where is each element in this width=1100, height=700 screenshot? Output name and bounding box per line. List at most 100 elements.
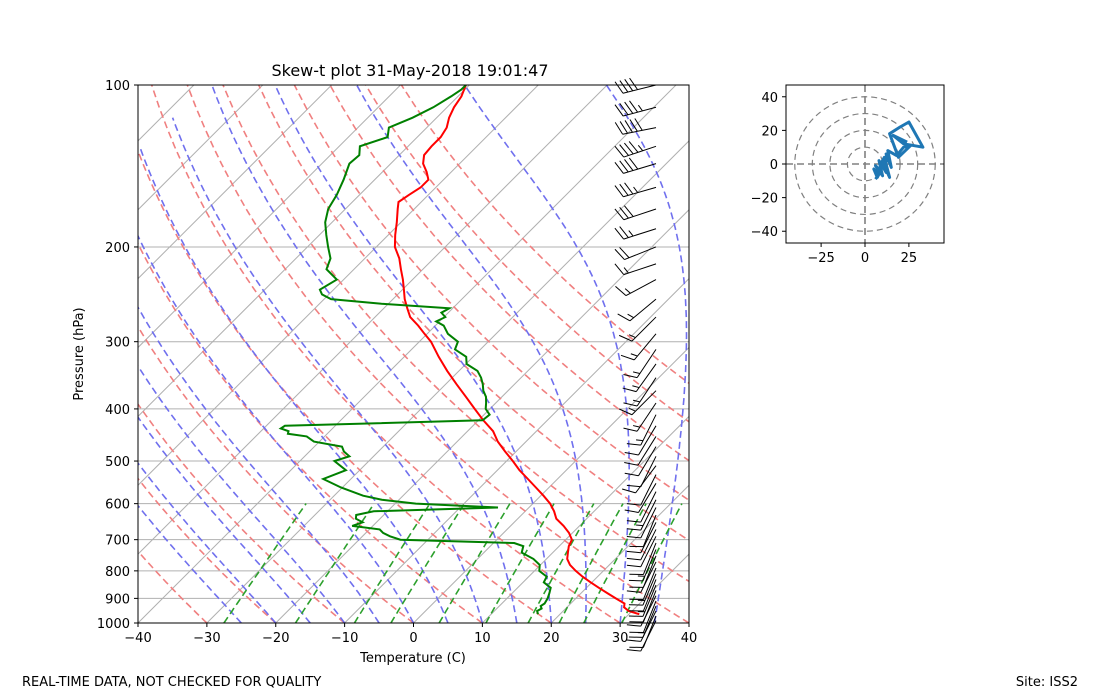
wind-barb bbox=[629, 579, 657, 612]
barb-shaft bbox=[638, 425, 657, 456]
barb-shaft bbox=[636, 402, 657, 432]
isotherm-line bbox=[550, 484, 689, 623]
barb-flag bbox=[614, 122, 624, 135]
barb-half-flag bbox=[632, 425, 641, 428]
background-lines bbox=[138, 85, 689, 623]
barb-shaft bbox=[642, 514, 657, 547]
mixing-ratio-line bbox=[558, 503, 624, 623]
barb-flag bbox=[624, 462, 639, 466]
barb-shaft bbox=[640, 595, 657, 627]
dry-adiabat bbox=[138, 402, 346, 623]
barb-shaft bbox=[635, 465, 657, 494]
x-axis-ticks: −40 −30 −20 −10 0 10 20 30 40 bbox=[124, 623, 697, 646]
wind-barb bbox=[626, 474, 657, 506]
wind-barb bbox=[626, 414, 657, 446]
barb-flag bbox=[624, 101, 634, 114]
mixing-ratio-line bbox=[223, 503, 307, 623]
wind-barb bbox=[614, 205, 657, 221]
dry-adiabat bbox=[138, 148, 552, 623]
barb-shaft bbox=[623, 263, 657, 276]
barb-shaft bbox=[638, 446, 657, 477]
temperature-profile bbox=[393, 85, 640, 616]
moist-adiabat bbox=[138, 234, 415, 623]
barb-shaft bbox=[640, 529, 657, 561]
moist-adiabat bbox=[605, 85, 688, 623]
wind-barb bbox=[629, 567, 657, 600]
barb-flag bbox=[626, 624, 641, 627]
dry-adiabat bbox=[138, 477, 277, 623]
wind-barbs bbox=[614, 77, 657, 652]
barb-flag bbox=[628, 141, 639, 153]
plot-frame bbox=[137, 84, 690, 624]
barb-flag bbox=[624, 472, 639, 477]
barb-shaft bbox=[625, 279, 657, 297]
barb-flag bbox=[623, 402, 638, 407]
barb-flag bbox=[622, 488, 636, 494]
wind-barb bbox=[622, 465, 657, 494]
wind-barb bbox=[622, 363, 657, 393]
barb-half-flag bbox=[628, 230, 634, 237]
barb-flag bbox=[619, 121, 628, 134]
x-tick-label: −10 bbox=[331, 631, 358, 646]
barb-shaft bbox=[622, 84, 657, 94]
y-tick-label: 1000 bbox=[97, 617, 130, 632]
dry-adiabat bbox=[138, 325, 414, 623]
mixing-ratio-line bbox=[527, 503, 595, 623]
barb-shaft bbox=[640, 522, 657, 553]
barb-shaft bbox=[633, 333, 657, 361]
barb-flag bbox=[614, 145, 625, 158]
wind-barb bbox=[629, 615, 657, 648]
isotherm-line bbox=[138, 85, 608, 555]
barb-shaft bbox=[642, 573, 657, 606]
x-axis-label: Temperature (C) bbox=[359, 651, 466, 666]
wind-barb bbox=[626, 499, 657, 531]
x-tick-label: −40 bbox=[124, 631, 151, 646]
barb-shaft bbox=[622, 127, 657, 135]
barb-half-flag bbox=[636, 524, 644, 527]
barb-flag bbox=[614, 104, 624, 117]
wind-barb bbox=[626, 491, 657, 523]
y-tick-label: 500 bbox=[105, 455, 130, 470]
wind-barb bbox=[614, 77, 657, 94]
hodo-y-tick-label: 20 bbox=[761, 124, 778, 139]
barb-shaft bbox=[642, 542, 657, 575]
barb-flag bbox=[629, 119, 638, 132]
barb-flag bbox=[623, 142, 634, 155]
barb-flag bbox=[619, 80, 629, 93]
mixing-ratio-line bbox=[294, 503, 375, 623]
barb-flag bbox=[618, 408, 633, 416]
y-tick-label: 800 bbox=[105, 565, 130, 580]
wind-barb bbox=[623, 377, 657, 407]
barb-flag bbox=[624, 509, 639, 513]
barb-half-flag bbox=[627, 313, 634, 319]
isotherm-line bbox=[482, 415, 689, 623]
x-tick-label: 30 bbox=[612, 631, 629, 646]
barb-flag bbox=[622, 387, 637, 393]
wind-barb bbox=[614, 182, 657, 198]
barb-flag bbox=[623, 427, 638, 432]
wind-barb bbox=[617, 298, 657, 322]
barb-half-flag bbox=[632, 399, 641, 403]
barb-flag bbox=[624, 451, 639, 456]
footer-disclaimer: REAL-TIME DATA, NOT CHECKED FOR QUALITY bbox=[22, 675, 321, 690]
x-tick-label: −30 bbox=[193, 631, 220, 646]
wind-barb bbox=[618, 316, 657, 342]
barb-shaft bbox=[642, 567, 657, 600]
barb-half-flag bbox=[624, 288, 631, 294]
barb-half-flag bbox=[623, 267, 629, 274]
barb-half-flag bbox=[637, 144, 644, 152]
barb-flag bbox=[626, 443, 641, 446]
isotherm-line bbox=[138, 85, 195, 142]
barb-shaft bbox=[642, 579, 657, 612]
isotherm-line bbox=[138, 85, 470, 418]
barb-shaft bbox=[635, 363, 657, 392]
barb-flag bbox=[628, 157, 639, 170]
barb-flag bbox=[626, 520, 641, 523]
barb-shaft bbox=[623, 106, 657, 117]
barb-flag bbox=[619, 103, 629, 116]
x-tick-label: 10 bbox=[474, 631, 491, 646]
barb-flag bbox=[614, 263, 625, 275]
barb-half-flag bbox=[636, 439, 644, 442]
wind-barb bbox=[620, 333, 657, 361]
barb-shaft bbox=[642, 584, 657, 617]
